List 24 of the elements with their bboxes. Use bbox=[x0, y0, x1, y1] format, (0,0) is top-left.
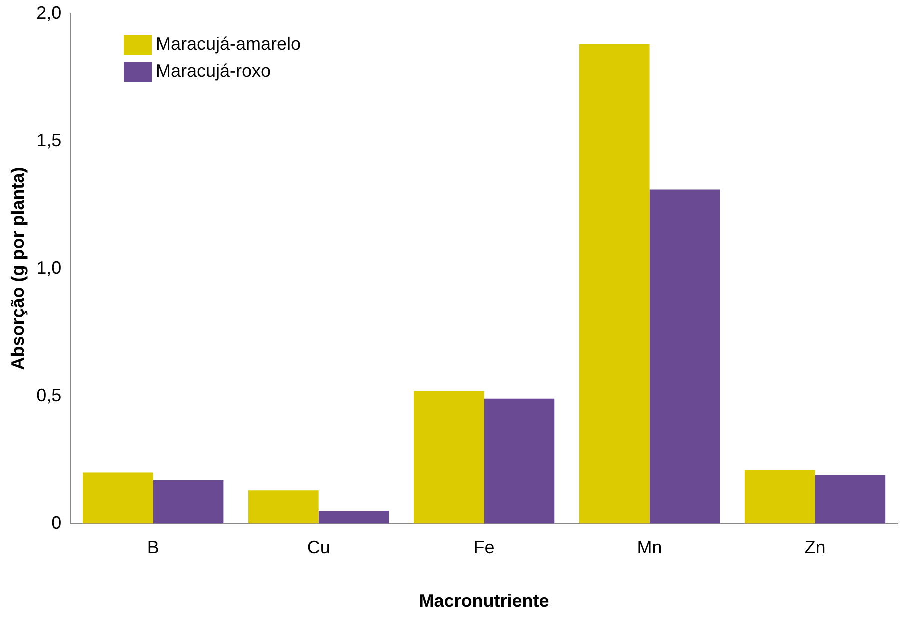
bar bbox=[650, 190, 720, 524]
bar bbox=[414, 391, 484, 524]
bar bbox=[744, 470, 816, 524]
bar bbox=[484, 398, 555, 524]
legend-label: Maracujá-amarelo bbox=[156, 34, 302, 55]
bar bbox=[318, 511, 390, 524]
legend-label: Maracujá-roxo bbox=[156, 61, 272, 82]
x-tick-label: Zn bbox=[804, 538, 826, 558]
y-tick-label: 2,0 bbox=[36, 2, 62, 23]
bar bbox=[248, 490, 319, 524]
x-tick-label: Cu bbox=[307, 538, 330, 558]
y-tick-label: 0,5 bbox=[36, 385, 62, 406]
bar bbox=[579, 44, 650, 524]
y-tick-label: 1,0 bbox=[36, 258, 62, 278]
y-tick-label: 1,5 bbox=[36, 130, 62, 150]
x-tick-label: Fe bbox=[474, 538, 495, 558]
y-tick-label: 0 bbox=[52, 512, 62, 533]
bar bbox=[815, 475, 886, 524]
bar bbox=[153, 480, 224, 524]
bar bbox=[83, 472, 154, 524]
x-tick-label: B bbox=[147, 538, 160, 558]
x-tick-label: Mn bbox=[637, 538, 662, 558]
y-axis-title: Absorção (g por planta) bbox=[8, 167, 28, 370]
x-axis-title: Macronutriente bbox=[419, 591, 550, 612]
